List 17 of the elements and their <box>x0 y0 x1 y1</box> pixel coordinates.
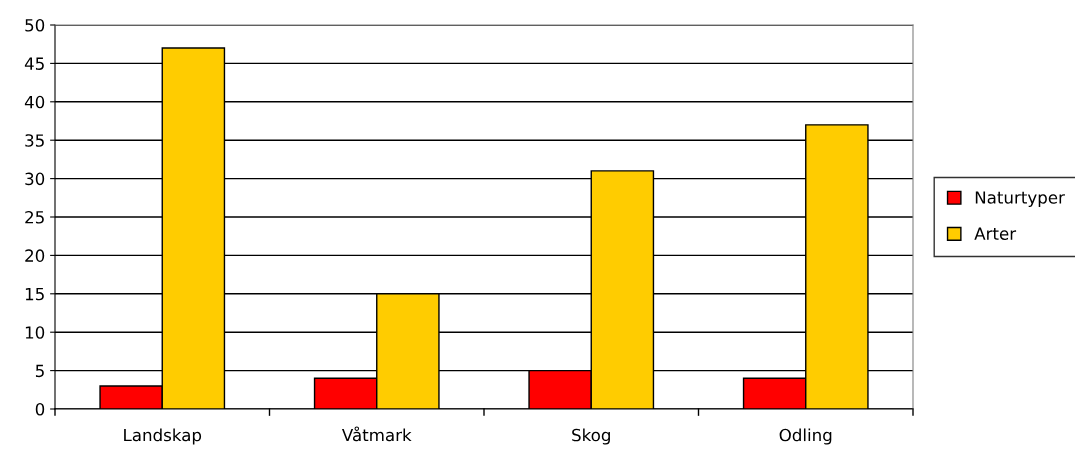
y-tick-label: 0 <box>35 402 45 416</box>
y-tick-label: 30 <box>25 172 45 186</box>
legend-label: Arter <box>974 227 1017 240</box>
y-tick-label: 15 <box>25 287 44 301</box>
x-tick-label: Odling <box>779 428 832 445</box>
x-tick-label: Landskap <box>124 428 202 445</box>
y-tick-label: 25 <box>25 210 44 224</box>
legend-label: Naturtyper <box>975 191 1065 207</box>
y-tick-label: 20 <box>25 249 45 262</box>
x-tick-label: Våtmark <box>341 426 412 442</box>
y-tick-label: 35 <box>25 134 44 147</box>
y-tick-label: 50 <box>25 18 45 32</box>
y-tick-label: 5 <box>35 364 44 378</box>
x-tick-label: Skog <box>572 428 610 445</box>
y-tick-label: 40 <box>24 95 45 109</box>
y-tick-label: 45 <box>24 57 44 70</box>
y-tick-label: 10 <box>25 326 45 339</box>
